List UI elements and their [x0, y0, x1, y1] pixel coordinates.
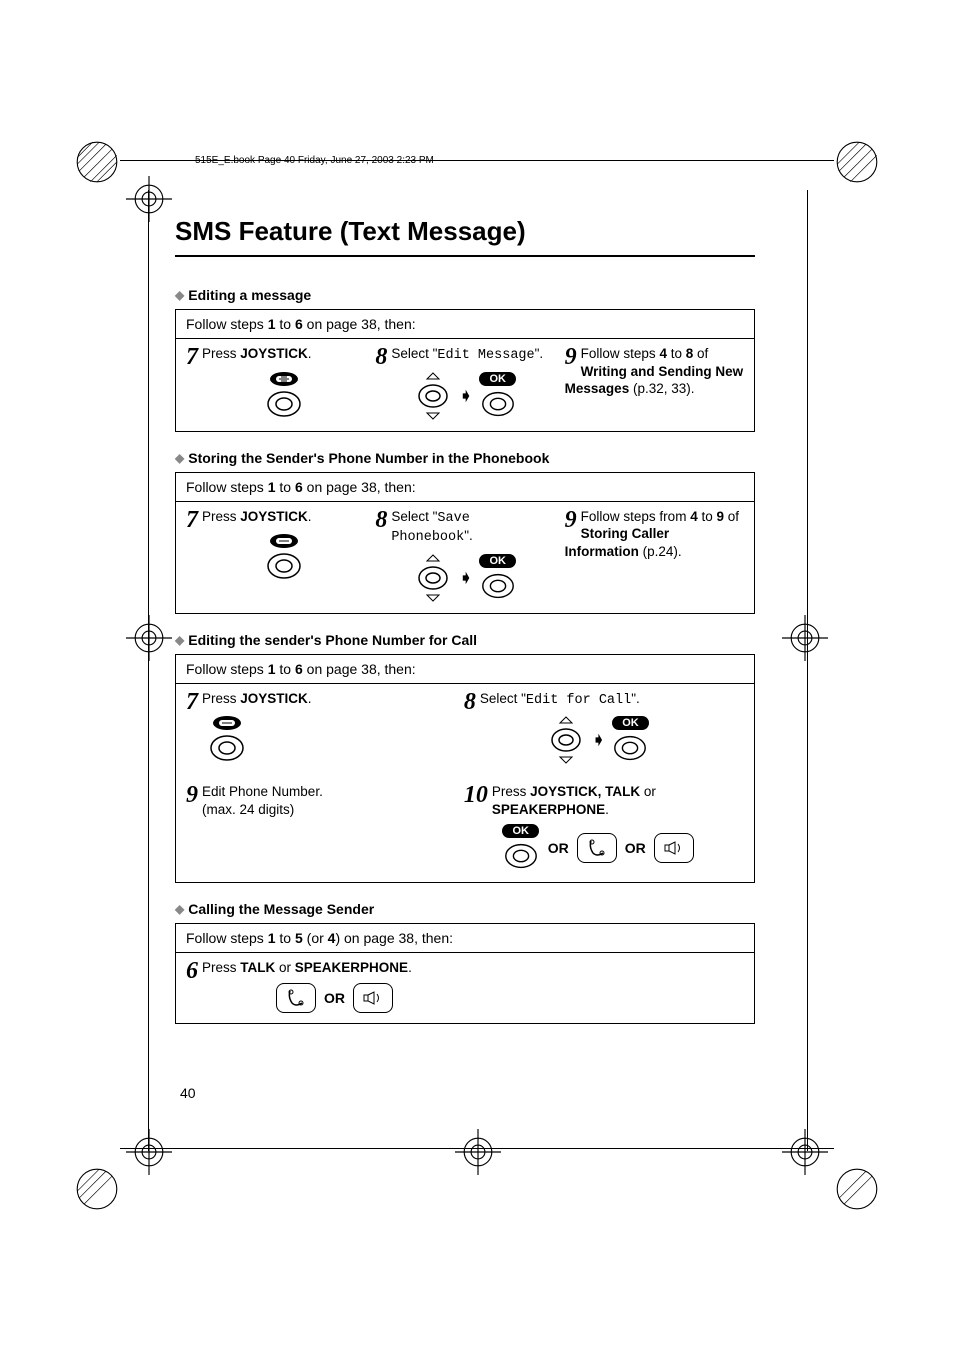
speakerphone-button-icon [353, 983, 393, 1013]
step-number: 9 [565, 345, 577, 369]
hatch-circle-icon [75, 140, 119, 184]
editing-call-box: Follow steps 1 to 6 on page 38, then: 7 … [175, 654, 755, 884]
step-number: 7 [186, 508, 198, 532]
hatch-circle-icon [835, 140, 879, 184]
joystick-icon [206, 713, 248, 763]
step-number: 9 [186, 783, 198, 807]
crosshair-icon [126, 615, 172, 661]
section-heading-calling-sender: ◆ Calling the Message Sender [175, 901, 755, 917]
scroll-joystick-icon [413, 553, 453, 603]
crop-mark [807, 190, 808, 1151]
follow-steps-text: Follow steps 1 to 5 (or 4) on page 38, t… [176, 924, 754, 953]
page-content: 515E_E.book Page 40 Friday, June 27, 200… [175, 155, 755, 1042]
section-heading-editing-message: ◆ Editing a message [175, 287, 755, 303]
crop-mark [120, 1148, 834, 1149]
or-label: OR [324, 990, 345, 1006]
section-heading-editing-call: ◆ Editing the sender's Phone Number for … [175, 632, 755, 648]
step-number: 8 [375, 508, 387, 532]
crosshair-icon [782, 1129, 828, 1175]
diamond-icon: ◆ [175, 451, 184, 465]
ok-pill: OK [502, 824, 539, 838]
arrow-icon: ➧ [459, 386, 472, 406]
crosshair-icon [126, 1129, 172, 1175]
or-label: OR [625, 840, 646, 856]
joystick-icon [263, 531, 305, 581]
or-label: OR [548, 840, 569, 856]
section-heading-storing-sender: ◆ Storing the Sender's Phone Number in t… [175, 450, 755, 466]
joystick-icon [263, 369, 305, 419]
ok-pill: OK [612, 716, 649, 730]
heading-text: Editing a message [188, 287, 311, 303]
step-number: 6 [186, 959, 198, 983]
diamond-icon: ◆ [175, 288, 184, 302]
step-9: 9 Edit Phone Number.(max. 24 digits) [186, 783, 454, 872]
hatch-circle-icon [835, 1167, 879, 1211]
step-9: 9 Follow steps 4 to 8 of Writing and Sen… [565, 345, 744, 421]
step-8: 8 Select "Save Phonebook". ➧ OK [375, 508, 554, 603]
step-8: 8 Select "Edit Message". ➧ OK [375, 345, 554, 421]
step-7: 7 Press JOYSTICK. [186, 345, 365, 421]
storing-sender-box: Follow steps 1 to 6 on page 38, then: 7 … [175, 472, 755, 614]
follow-steps-text: Follow steps 1 to 6 on page 38, then: [176, 473, 754, 502]
step-7: 7 Press JOYSTICK. [186, 690, 454, 766]
ok-joystick-icon: OK [479, 554, 517, 602]
heading-text: Calling the Message Sender [188, 901, 374, 917]
hatch-circle-icon [75, 1167, 119, 1211]
title-underline [175, 255, 755, 257]
step-number: 8 [464, 690, 476, 714]
diamond-icon: ◆ [175, 902, 184, 916]
speakerphone-button-icon [654, 833, 694, 863]
crosshair-icon [126, 176, 172, 222]
step-6: 6 Press TALK or SPEAKERPHONE. OR [186, 959, 744, 1013]
crop-mark [148, 190, 149, 1151]
arrow-icon: ➧ [592, 730, 605, 750]
editing-message-box: Follow steps 1 to 6 on page 38, then: 7 … [175, 309, 755, 432]
crosshair-icon [782, 615, 828, 661]
talk-button-icon [577, 833, 617, 863]
ok-pill: OK [479, 554, 516, 568]
talk-button-icon [276, 983, 316, 1013]
page-title: SMS Feature (Text Message) [175, 216, 755, 247]
follow-steps-text: Follow steps 1 to 6 on page 38, then: [176, 655, 754, 684]
diamond-icon: ◆ [175, 633, 184, 647]
scroll-joystick-icon [546, 715, 586, 765]
step-7: 7 Press JOYSTICK. [186, 508, 365, 603]
follow-steps-text: Follow steps 1 to 6 on page 38, then: [176, 310, 754, 339]
ok-joystick-icon: OK [479, 372, 517, 420]
step-number: 10 [464, 783, 488, 807]
scroll-joystick-icon [413, 371, 453, 421]
ok-joystick-icon: OK [611, 716, 649, 764]
crosshair-icon [455, 1129, 501, 1175]
step-10: 10 Press JOYSTICK, TALK or SPEAKERPHONE.… [464, 783, 732, 872]
page-number: 40 [180, 1085, 196, 1101]
ok-pill: OK [479, 372, 516, 386]
book-header: 515E_E.book Page 40 Friday, June 27, 200… [175, 155, 755, 166]
step-8: 8 Select "Edit for Call". ➧ OK [464, 690, 732, 766]
arrow-icon: ➧ [459, 568, 472, 588]
step-number: 9 [565, 508, 577, 532]
step-number: 7 [186, 345, 198, 369]
calling-sender-box: Follow steps 1 to 5 (or 4) on page 38, t… [175, 923, 755, 1024]
heading-text: Storing the Sender's Phone Number in the… [188, 450, 549, 466]
step-number: 8 [375, 345, 387, 369]
step-9: 9 Follow steps from 4 to 9 of Storing Ca… [565, 508, 744, 603]
ok-joystick-icon: OK [502, 824, 540, 872]
step-number: 7 [186, 690, 198, 714]
heading-text: Editing the sender's Phone Number for Ca… [188, 632, 477, 648]
